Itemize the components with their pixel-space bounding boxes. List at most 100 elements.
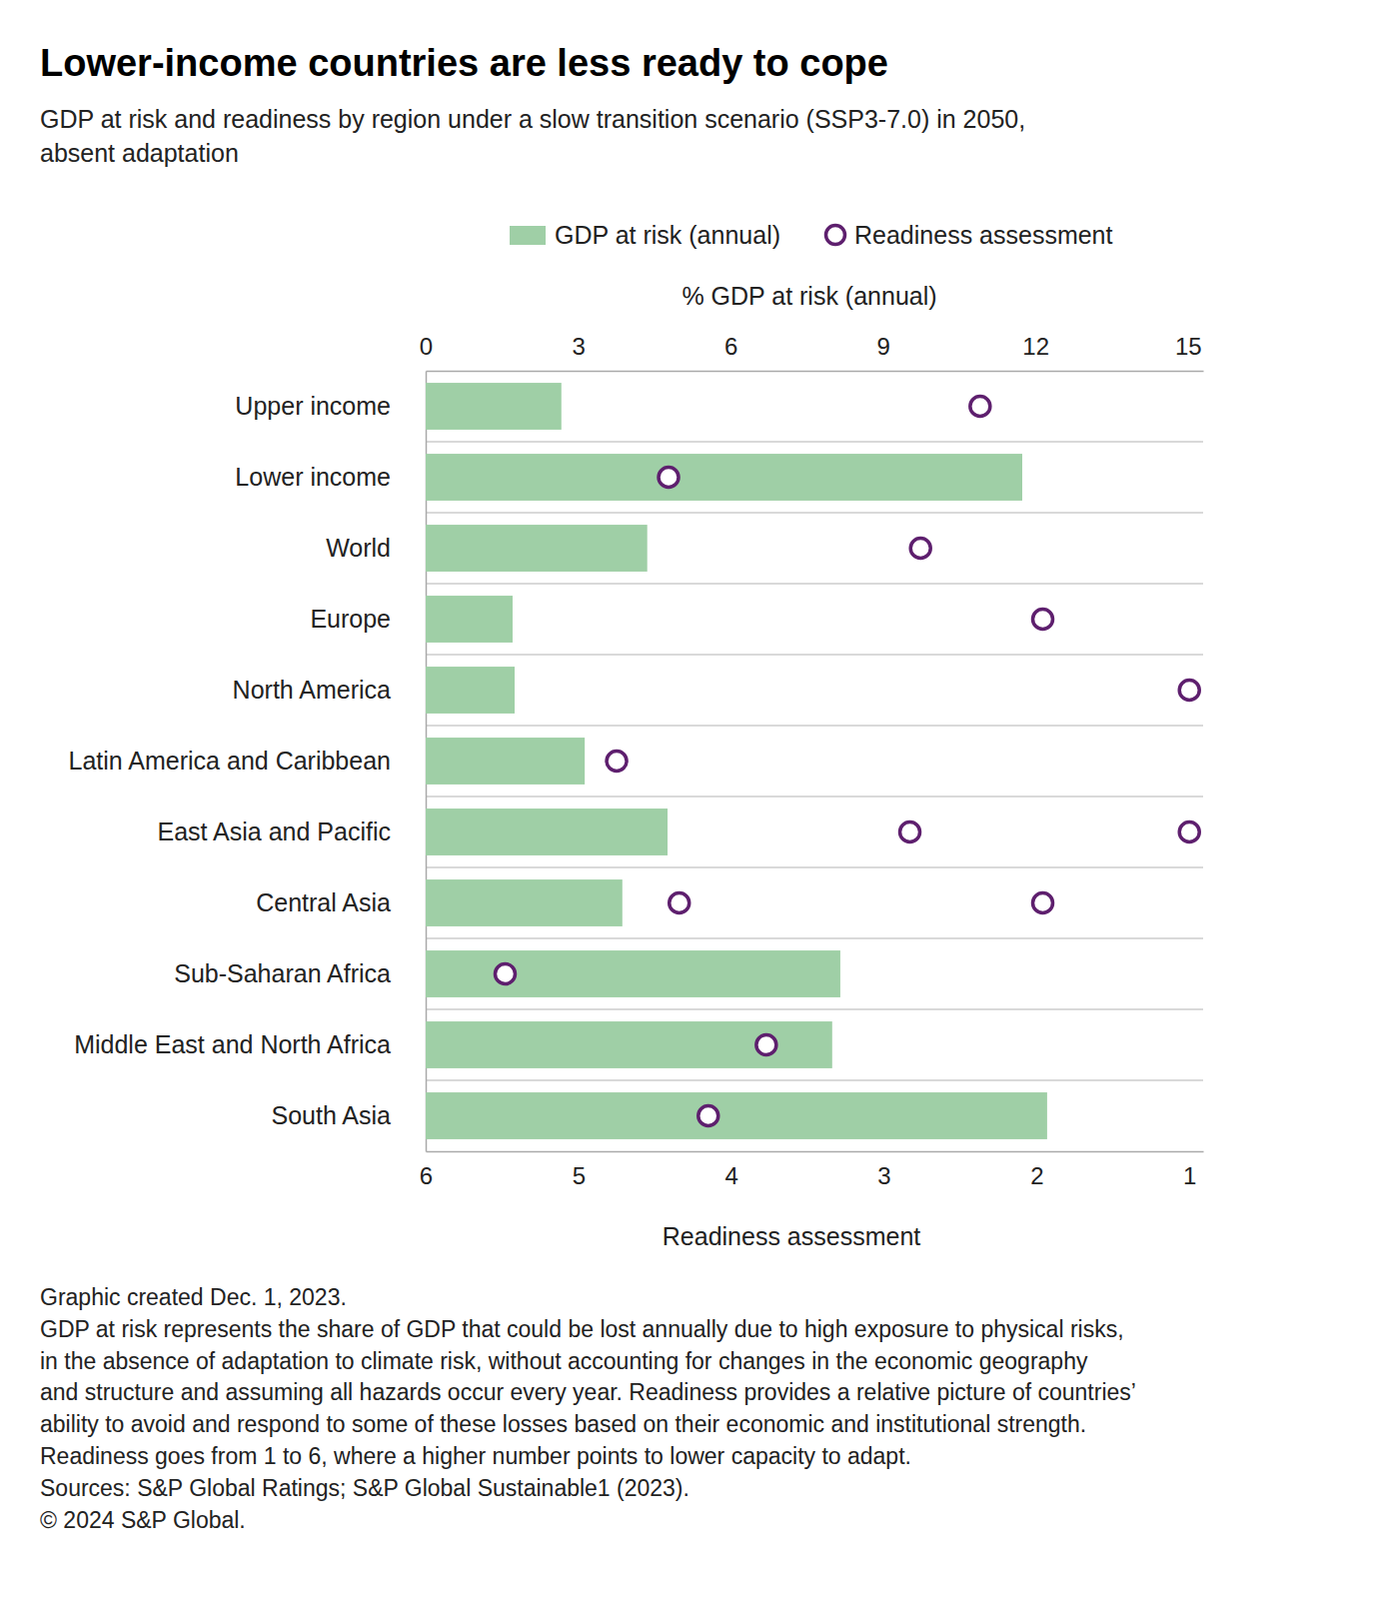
readiness-marker bbox=[658, 467, 679, 488]
readiness-marker bbox=[606, 751, 627, 772]
tick: Latin America and Caribbean bbox=[68, 746, 426, 775]
legend-marker bbox=[826, 225, 846, 245]
tick-label: 3 bbox=[571, 332, 585, 360]
tick: 1 bbox=[1183, 1151, 1197, 1190]
category-label: Latin America and Caribbean bbox=[68, 746, 391, 775]
row-separator bbox=[425, 582, 1204, 585]
readiness-marker bbox=[1033, 609, 1054, 630]
bar bbox=[425, 382, 562, 430]
tick: 4 bbox=[725, 1151, 739, 1190]
bar bbox=[425, 1092, 1048, 1140]
tick-label: 3 bbox=[877, 1162, 891, 1190]
y-axis: Upper income Lower income World Europe North… bbox=[68, 371, 427, 1153]
background bbox=[0, 0, 1374, 1600]
tick: 6 bbox=[419, 1151, 433, 1190]
tick: Central Asia bbox=[255, 888, 426, 917]
tick: Upper income bbox=[234, 391, 426, 420]
tick-label: 4 bbox=[725, 1162, 739, 1190]
row-separator bbox=[425, 653, 1204, 656]
bar bbox=[425, 879, 623, 927]
category-label: Middle East and North Africa bbox=[73, 1030, 391, 1059]
readiness-marker bbox=[1179, 822, 1200, 843]
note: Graphic created Dec. 1, 2023. bbox=[39, 1284, 347, 1311]
plot-marks bbox=[425, 382, 1200, 1140]
bar bbox=[425, 950, 841, 998]
legend-label: GDP at risk (annual) bbox=[554, 220, 781, 249]
subtitle: GDP at risk and readiness by region unde… bbox=[39, 104, 1026, 133]
tick: Middle East and North Africa bbox=[73, 1030, 426, 1059]
note: Sources: S&P Global Ratings; S&P Global … bbox=[39, 1474, 690, 1501]
bar bbox=[425, 595, 513, 643]
tick: 15 bbox=[1175, 332, 1203, 371]
title: Lower-income countries are less ready to… bbox=[39, 41, 889, 84]
tick-label: 6 bbox=[724, 332, 738, 360]
note: © 2024 S&P Global. bbox=[39, 1506, 246, 1533]
row-separator bbox=[425, 1079, 1204, 1082]
bar bbox=[425, 524, 648, 572]
legend-label: Readiness assessment bbox=[854, 220, 1114, 249]
category-label: East Asia and Pacific bbox=[157, 817, 391, 846]
tick-label: 5 bbox=[572, 1162, 586, 1190]
subtitle: absent adaptation bbox=[39, 138, 239, 167]
axis-title: Readiness assessment bbox=[662, 1222, 922, 1251]
category-label: World bbox=[325, 533, 391, 562]
tick: North America bbox=[232, 675, 426, 704]
tick: 3 bbox=[877, 1151, 891, 1190]
category-label: Lower income bbox=[234, 462, 391, 491]
readiness-marker bbox=[910, 538, 931, 559]
axis-title: % GDP at risk (annual) bbox=[681, 281, 937, 310]
tick: South Asia bbox=[270, 1101, 426, 1130]
tick: 2 bbox=[1030, 1151, 1044, 1190]
category-label: South Asia bbox=[270, 1101, 391, 1130]
readiness-marker bbox=[698, 1106, 719, 1127]
bar bbox=[425, 453, 1023, 501]
tick-label: 9 bbox=[876, 332, 890, 360]
bar bbox=[425, 737, 585, 785]
tick-label: 12 bbox=[1022, 332, 1050, 360]
readiness-marker bbox=[900, 822, 921, 843]
bar bbox=[425, 666, 515, 714]
row-separator bbox=[425, 937, 1204, 940]
readiness-marker bbox=[1179, 680, 1200, 701]
tick: Lower income bbox=[234, 462, 426, 491]
row-separator bbox=[425, 440, 1204, 443]
bar bbox=[425, 808, 668, 856]
readiness-marker bbox=[494, 964, 515, 985]
legend: GDP at risk (annual) Readiness assessment bbox=[509, 220, 1114, 249]
tick-label: 0 bbox=[419, 332, 433, 360]
row-separator bbox=[425, 866, 1204, 869]
axis-line bbox=[426, 370, 1205, 373]
tick-label: 2 bbox=[1030, 1162, 1044, 1190]
tick: World bbox=[325, 533, 426, 562]
note: and structure and assuming all hazards o… bbox=[39, 1378, 1137, 1405]
note: in the absence of adaptation to climate … bbox=[39, 1348, 1089, 1374]
tick: 12 bbox=[1022, 332, 1050, 371]
x2-axis: 6 5 4 3 2 1 bbox=[419, 1151, 1205, 1190]
tick: Europe bbox=[309, 604, 426, 633]
row-separator bbox=[425, 1008, 1204, 1011]
tick: East Asia and Pacific bbox=[157, 817, 426, 846]
category-label: North America bbox=[232, 675, 391, 704]
tick-label: 6 bbox=[419, 1162, 433, 1190]
tick: 0 bbox=[419, 332, 433, 371]
row-separator bbox=[425, 511, 1204, 514]
x-axis: 0 3 6 9 12 15 bbox=[419, 332, 1205, 372]
note: ability to avoid and respond to some of … bbox=[39, 1410, 1087, 1437]
bar bbox=[425, 1021, 833, 1069]
tick: Sub-Saharan Africa bbox=[173, 959, 426, 988]
tick-label: 1 bbox=[1183, 1162, 1197, 1190]
tick: 3 bbox=[571, 332, 585, 371]
readiness-marker bbox=[970, 396, 991, 417]
note: Readiness goes from 1 to 6, where a high… bbox=[39, 1442, 912, 1469]
category-label: Europe bbox=[309, 604, 391, 633]
row-separator bbox=[425, 795, 1204, 798]
row-separator bbox=[425, 724, 1204, 727]
category-label: Central Asia bbox=[255, 888, 391, 917]
tick: 9 bbox=[876, 332, 890, 371]
note: GDP at risk represents the share of GDP … bbox=[39, 1316, 1125, 1343]
readiness-marker bbox=[1033, 893, 1054, 914]
readiness-marker bbox=[669, 893, 690, 914]
axis-line bbox=[426, 1151, 1205, 1154]
readiness-marker bbox=[756, 1035, 777, 1056]
grid bbox=[425, 441, 1204, 1081]
